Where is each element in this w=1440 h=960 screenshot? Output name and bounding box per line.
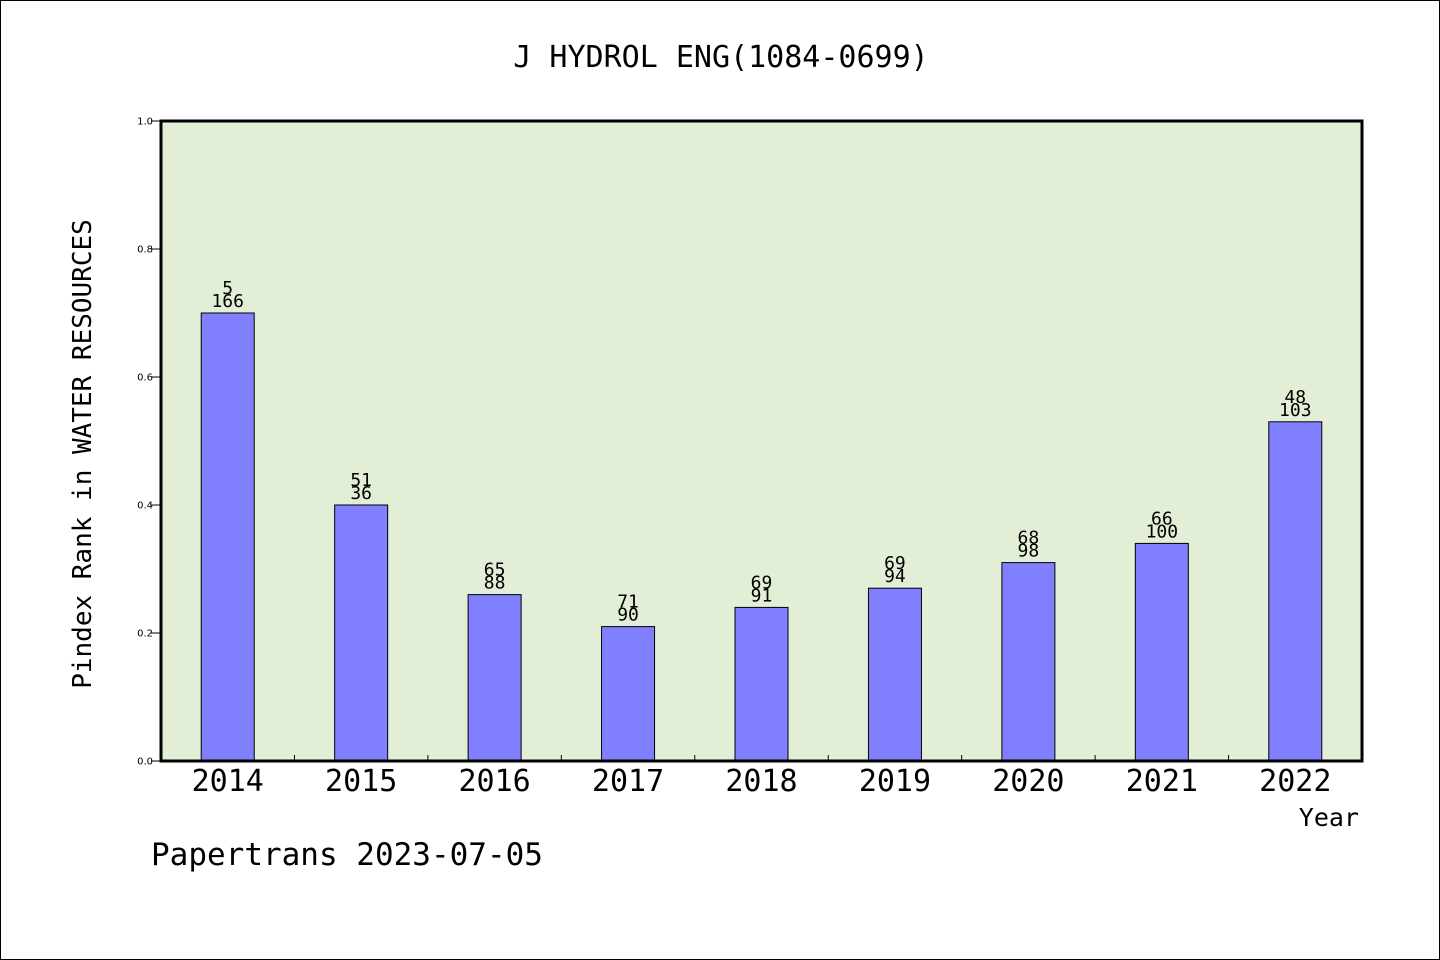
bar-label-bottom: 36 <box>350 483 372 504</box>
x-tick-label: 2018 <box>725 764 797 799</box>
x-tick-label: 2020 <box>992 764 1064 799</box>
bar-label-top: 5 <box>222 278 233 299</box>
x-axis-ticks: 2014 2015 2016 2017 2018 2019 2020 2021 2022 <box>192 755 1331 799</box>
x-tick-label: 2019 <box>859 764 931 799</box>
y-tick-label: 0.6 <box>137 373 153 384</box>
bar-2018 <box>734 606 789 762</box>
y-tick-label: 1.0 <box>137 117 153 128</box>
x-tick-label: 2016 <box>458 764 530 799</box>
x-tick-label: 2015 <box>325 764 397 799</box>
chart-title: J HYDROL ENG(1084-0699) <box>513 40 928 75</box>
bar-label-top: 69 <box>751 572 773 593</box>
bar-label-bottom: 90 <box>617 605 639 626</box>
bar-2022 <box>1268 421 1323 762</box>
y-axis-ticks: 0.0 0.2 0.4 0.6 0.8 1.0 <box>137 117 161 768</box>
y-tick-label: 0.8 <box>137 245 153 256</box>
bar-label-top: 68 <box>1018 528 1040 549</box>
bar-2016 <box>467 594 522 762</box>
bar-label-bottom: 166 <box>211 291 244 312</box>
x-tick-label: 2017 <box>592 764 664 799</box>
x-axis-label: Year <box>1299 803 1359 832</box>
footer-watermark: Papertrans 2023-07-05 <box>151 837 543 873</box>
bar-label-top: 69 <box>884 553 906 574</box>
bar-label-top: 66 <box>1151 508 1173 529</box>
y-tick-label: 0.2 <box>137 629 153 640</box>
bar-label-top: 51 <box>350 470 372 491</box>
plot-frame <box>159 119 1364 763</box>
bar-2019 <box>867 587 922 762</box>
x-tick-label: 2022 <box>1259 764 1331 799</box>
bar-series <box>200 312 1323 762</box>
bar-2014 <box>200 312 255 762</box>
y-tick-label: 0.4 <box>137 501 153 512</box>
x-tick-label: 2014 <box>192 764 264 799</box>
bar-label-bottom: 103 <box>1279 400 1312 421</box>
bar-label-bottom: 91 <box>751 585 773 606</box>
bar-label-bottom: 98 <box>1018 541 1040 562</box>
bar-label-bottom: 100 <box>1146 521 1179 542</box>
bar-2021 <box>1134 542 1189 762</box>
bar-2015 <box>334 504 389 762</box>
x-tick-label: 2021 <box>1126 764 1198 799</box>
y-tick-label: 0.0 <box>137 757 153 768</box>
bar-label-top: 71 <box>617 592 639 613</box>
y-axis-label: Pindex Rank in WATER RESOURCES <box>68 219 98 689</box>
bar-label-bottom: 94 <box>884 566 906 587</box>
bar-2017 <box>601 626 656 762</box>
bar-label-top: 48 <box>1284 387 1306 408</box>
bar-label-top: 65 <box>484 560 506 581</box>
bar-label-bottom: 88 <box>484 573 506 594</box>
bar-2020 <box>1001 562 1056 762</box>
